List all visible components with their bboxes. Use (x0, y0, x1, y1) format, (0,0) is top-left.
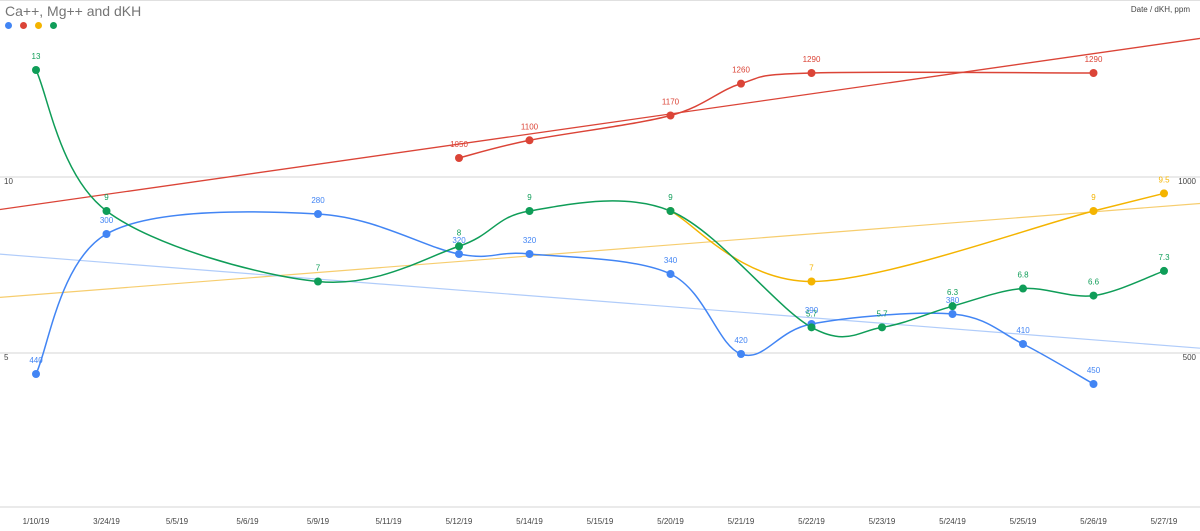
legend-dot-4 (50, 22, 57, 29)
x-tick-label: 5/9/19 (307, 517, 330, 526)
x-tick-label: 5/14/19 (516, 517, 543, 526)
x-tick-label: 5/27/19 (1151, 517, 1178, 526)
data-label: 1050 (450, 140, 468, 149)
data-label: 6.8 (1017, 271, 1029, 280)
data-label: 1290 (1085, 55, 1103, 64)
data-point (666, 270, 675, 278)
data-point (807, 323, 816, 332)
data-point (455, 154, 463, 162)
data-point (1160, 266, 1168, 275)
legend (5, 22, 57, 29)
data-point (666, 207, 675, 215)
data-point (1019, 340, 1027, 348)
data-label: 300 (100, 216, 114, 225)
series-line-1 (458, 71, 1094, 159)
data-label: 340 (664, 256, 678, 265)
data-label: 6.3 (947, 288, 959, 297)
data-point (314, 210, 322, 218)
data-label: 7 (316, 264, 321, 273)
data-point (1019, 284, 1027, 293)
data-label: 13 (32, 52, 41, 61)
data-point (737, 350, 745, 358)
x-tick-label: 5/11/19 (375, 517, 402, 526)
data-point (807, 277, 816, 286)
data-point (455, 242, 463, 251)
legend-dot-1 (5, 22, 12, 29)
data-label: 420 (734, 336, 748, 345)
data-label: 9.5 (1158, 175, 1170, 184)
x-tick-label: 5/26/19 (1080, 517, 1107, 526)
chart-title: Ca++, Mg++ and dKH (5, 3, 142, 19)
data-label: 320 (523, 236, 537, 245)
data-label: 390 (805, 306, 819, 315)
data-point (525, 136, 534, 145)
x-tick-label: 5/23/19 (869, 517, 896, 526)
data-label: 9 (527, 193, 532, 202)
data-label: 5.7 (806, 309, 818, 318)
data-label: 9 (104, 193, 109, 202)
x-tick-label: 3/24/19 (93, 517, 120, 526)
series-line-2 (670, 192, 1165, 283)
data-label: 9 (1091, 193, 1096, 202)
legend-dot-2 (20, 22, 27, 29)
x-tick-label: 5/15/19 (587, 517, 614, 526)
data-point (32, 66, 40, 74)
trendline-1 (0, 37, 1200, 211)
data-point (737, 79, 745, 88)
data-point (102, 230, 111, 238)
data-label: 410 (1016, 326, 1030, 335)
data-point (32, 370, 40, 378)
legend-dot-3 (35, 22, 42, 29)
data-label: 1170 (662, 98, 680, 107)
data-label: 380 (946, 296, 960, 305)
right-axis-label: 500 (1183, 353, 1197, 362)
data-point (1089, 207, 1098, 215)
data-label: 320 (452, 236, 466, 245)
data-point (878, 323, 886, 332)
trendline-4 (0, 253, 1200, 349)
left-axis-label: 10 (4, 177, 13, 186)
data-label: 8 (457, 228, 462, 237)
data-label: 450 (1087, 366, 1101, 375)
x-tick-label: 5/21/19 (728, 517, 755, 526)
data-point (1089, 69, 1098, 77)
data-point (948, 310, 957, 318)
right-axis-label: 1000 (1178, 177, 1196, 186)
data-label: 5.7 (876, 309, 888, 318)
data-label: 280 (311, 196, 325, 205)
data-label: 1260 (732, 66, 750, 75)
data-point (1160, 189, 1168, 198)
x-tick-label: 5/25/19 (1010, 517, 1037, 526)
data-label: 440 (29, 356, 43, 365)
x-tick-label: 5/12/19 (446, 517, 473, 526)
data-point (1089, 380, 1098, 388)
x-tick-label: 5/5/19 (166, 517, 189, 526)
data-point (666, 111, 675, 120)
data-point (102, 207, 111, 215)
data-label: 7.3 (1158, 253, 1170, 262)
data-point (525, 207, 534, 215)
x-tick-label: 5/20/19 (657, 517, 684, 526)
data-point (314, 277, 322, 286)
x-tick-label: 1/10/19 (23, 517, 50, 526)
data-label: 6.6 (1088, 278, 1100, 287)
data-label: 9 (668, 193, 673, 202)
left-axis-label: 5 (4, 353, 9, 362)
data-label: 1290 (803, 55, 821, 64)
trendline-2 (0, 202, 1200, 298)
axis-caption: Date / dKH, ppm (1130, 5, 1190, 14)
data-point (525, 250, 534, 258)
x-tick-label: 5/6/19 (236, 517, 259, 526)
x-tick-label: 5/24/19 (939, 517, 966, 526)
x-tick-label: 5/22/19 (798, 517, 825, 526)
data-label: 7 (809, 264, 814, 273)
data-point (1089, 291, 1098, 300)
data-label: 1100 (521, 122, 539, 131)
data-point (807, 69, 816, 77)
data-point (455, 250, 463, 258)
series-line-3 (35, 69, 1165, 338)
data-point (948, 302, 957, 311)
